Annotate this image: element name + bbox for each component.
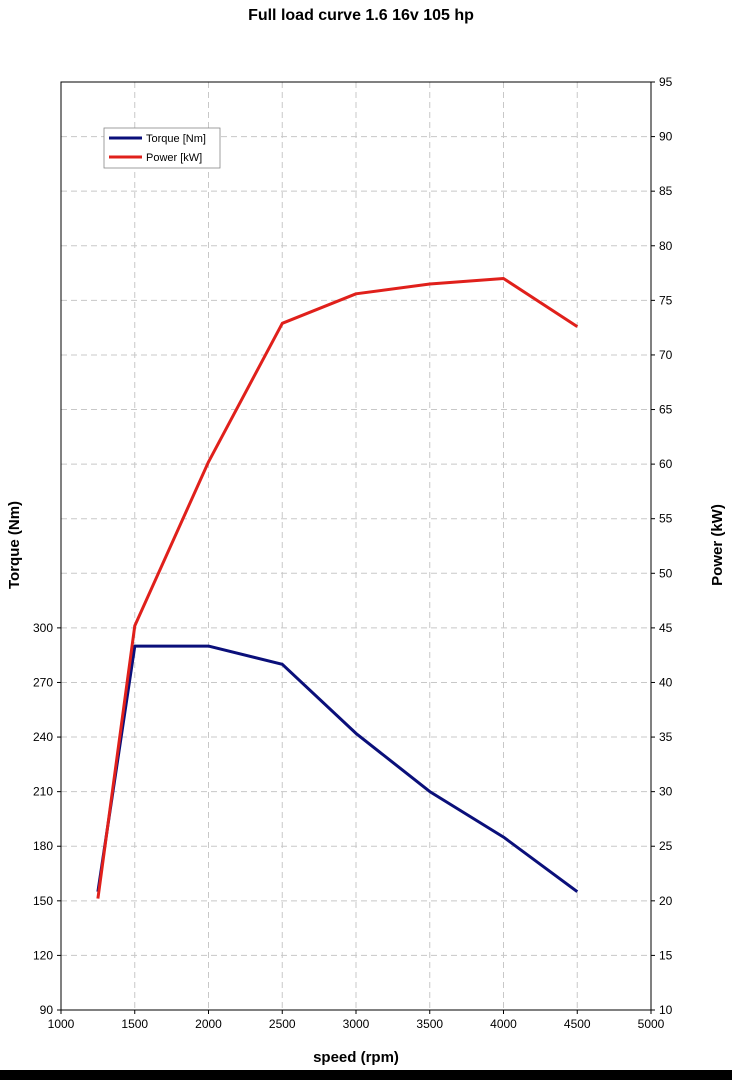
y-left-tick-label: 270 xyxy=(33,675,53,689)
y-right-tick-label: 45 xyxy=(659,621,673,635)
legend: Torque [Nm] Power [kW] xyxy=(103,127,221,169)
y-left-tick-label: 120 xyxy=(33,948,53,962)
y-left-tick-label: 180 xyxy=(33,839,53,853)
y-right-tick-label: 85 xyxy=(659,184,673,198)
legend-label-torque: Torque [Nm] xyxy=(146,133,206,145)
y-right-tick-label: 90 xyxy=(659,130,673,144)
x-tick-label: 3000 xyxy=(343,1017,370,1031)
y-right-tick-label: 10 xyxy=(659,1003,673,1017)
chart-title: Full load curve 1.6 16v 105 hp xyxy=(248,7,474,24)
y-right-tick-label: 20 xyxy=(659,894,673,908)
series xyxy=(96,277,579,899)
y-left-tick-label: 300 xyxy=(33,621,53,635)
y-left-tick-label: 90 xyxy=(40,1003,54,1017)
y-right-tick-label: 40 xyxy=(659,675,673,689)
y-right-tick-label: 60 xyxy=(659,457,673,471)
y-right-tick-label: 55 xyxy=(659,512,673,526)
y-right-tick-label: 75 xyxy=(659,293,673,307)
y-right-axis-ticks: 10 15 20 25 30 35 40 45 50 55 60 65 70 75 80 85 90 95 xyxy=(651,75,673,1017)
x-axis-ticks: 1000 1500 2000 2500 3000 3500 4000 4500 5000 xyxy=(48,1010,665,1031)
x-tick-label: 2000 xyxy=(195,1017,222,1031)
x-tick-label: 3500 xyxy=(416,1017,443,1031)
x-tick-label: 1000 xyxy=(48,1017,75,1031)
x-tick-label: 2500 xyxy=(269,1017,296,1031)
x-tick-label: 1500 xyxy=(121,1017,148,1031)
y-right-tick-label: 25 xyxy=(659,839,673,853)
grid xyxy=(61,82,651,1010)
y-right-tick-label: 50 xyxy=(659,566,673,580)
y-right-tick-label: 15 xyxy=(659,948,673,962)
bottom-bar xyxy=(0,1070,732,1080)
torque-line xyxy=(96,644,579,893)
y-left-axis-title: Torque (Nm) xyxy=(6,501,23,589)
x-tick-label: 5000 xyxy=(638,1017,665,1031)
y-right-tick-label: 30 xyxy=(659,785,673,799)
y-right-tick-label: 35 xyxy=(659,730,673,744)
legend-label-power: Power [kW] xyxy=(146,152,202,164)
x-axis-title: speed (rpm) xyxy=(313,1049,399,1066)
power-line xyxy=(96,277,579,899)
y-left-tick-label: 150 xyxy=(33,894,53,908)
y-right-tick-label: 95 xyxy=(659,75,673,89)
y-left-tick-label: 210 xyxy=(33,785,53,799)
x-tick-label: 4500 xyxy=(564,1017,591,1031)
y-left-axis-ticks: 90 120 150 180 210 240 270 300 xyxy=(33,621,61,1017)
y-right-tick-label: 80 xyxy=(659,239,673,253)
y-right-axis-title: Power (kW) xyxy=(709,504,726,586)
y-right-tick-label: 65 xyxy=(659,403,673,417)
y-right-tick-label: 70 xyxy=(659,348,673,362)
x-tick-label: 4000 xyxy=(490,1017,517,1031)
legend-box xyxy=(103,127,221,169)
y-left-tick-label: 240 xyxy=(33,730,53,744)
